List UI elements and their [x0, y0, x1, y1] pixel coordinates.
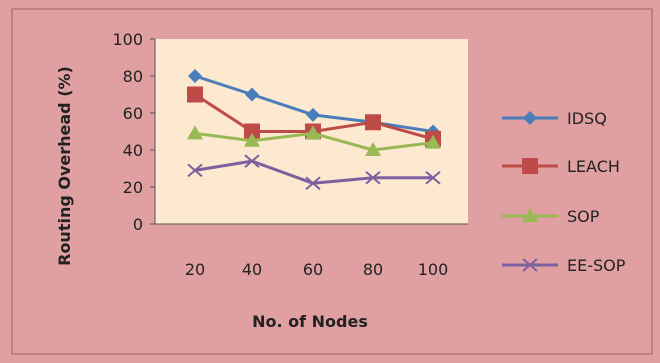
- data-point-leach: [244, 123, 260, 140]
- data-point-ee-sop: [187, 163, 203, 178]
- x-tick-label: 100: [418, 260, 449, 279]
- legend-item-ee-sop: EE-SOP: [502, 256, 626, 275]
- data-point-sop: [244, 132, 260, 147]
- legend-item-sop: SOP: [502, 207, 600, 226]
- data-point-idsq: [245, 87, 259, 102]
- legend-marker: [522, 208, 538, 222]
- data-point-ee-sop: [365, 170, 381, 185]
- x-tick-label: 60: [303, 260, 323, 279]
- chart-border: [11, 8, 653, 355]
- y-tick-label: 100: [112, 30, 143, 49]
- x-axis-title: No. of Nodes: [252, 312, 368, 331]
- legend-label: LEACH: [567, 157, 620, 176]
- x-tick-label: 80: [363, 260, 383, 279]
- legend-item-idsq: IDSQ: [502, 109, 607, 128]
- y-axis: 0 20 40 60 80 100: [112, 30, 156, 234]
- y-tick-label: 60: [123, 104, 143, 123]
- data-point-sop: [305, 125, 321, 140]
- legend: IDSQ LEACH SOP EE-SOP: [502, 109, 626, 275]
- y-axis-title: Routing Overhead (%): [55, 66, 74, 266]
- data-point-idsq: [188, 69, 202, 83]
- data-point-leach: [365, 114, 381, 131]
- data-point-sop: [187, 125, 203, 140]
- data-point-ee-sop: [305, 176, 321, 191]
- legend-label: EE-SOP: [567, 256, 626, 275]
- legend-marker: [522, 258, 538, 272]
- x-tick-label: 20: [185, 260, 205, 279]
- data-point-idsq: [306, 107, 320, 122]
- legend-label: IDSQ: [567, 109, 607, 128]
- y-tick-label: 20: [123, 178, 143, 197]
- legend-item-leach: LEACH: [502, 157, 620, 176]
- data-point-sop: [425, 134, 441, 149]
- legend-label: SOP: [567, 207, 600, 226]
- legend-marker: [522, 158, 538, 174]
- x-tick-label: 40: [242, 260, 262, 279]
- data-point-sop: [365, 142, 381, 156]
- y-tick-label: 0: [133, 215, 143, 234]
- legend-marker: [523, 111, 537, 125]
- series-layer: [187, 69, 441, 191]
- y-tick-label: 40: [123, 141, 143, 160]
- data-point-leach: [187, 86, 203, 103]
- y-tick-label: 80: [123, 67, 143, 86]
- series-sop: [187, 125, 441, 156]
- data-point-ee-sop: [425, 170, 441, 185]
- series-ee-sop: [187, 154, 441, 191]
- x-axis: 20 40 60 80 100: [155, 223, 468, 279]
- data-point-ee-sop: [244, 154, 260, 168]
